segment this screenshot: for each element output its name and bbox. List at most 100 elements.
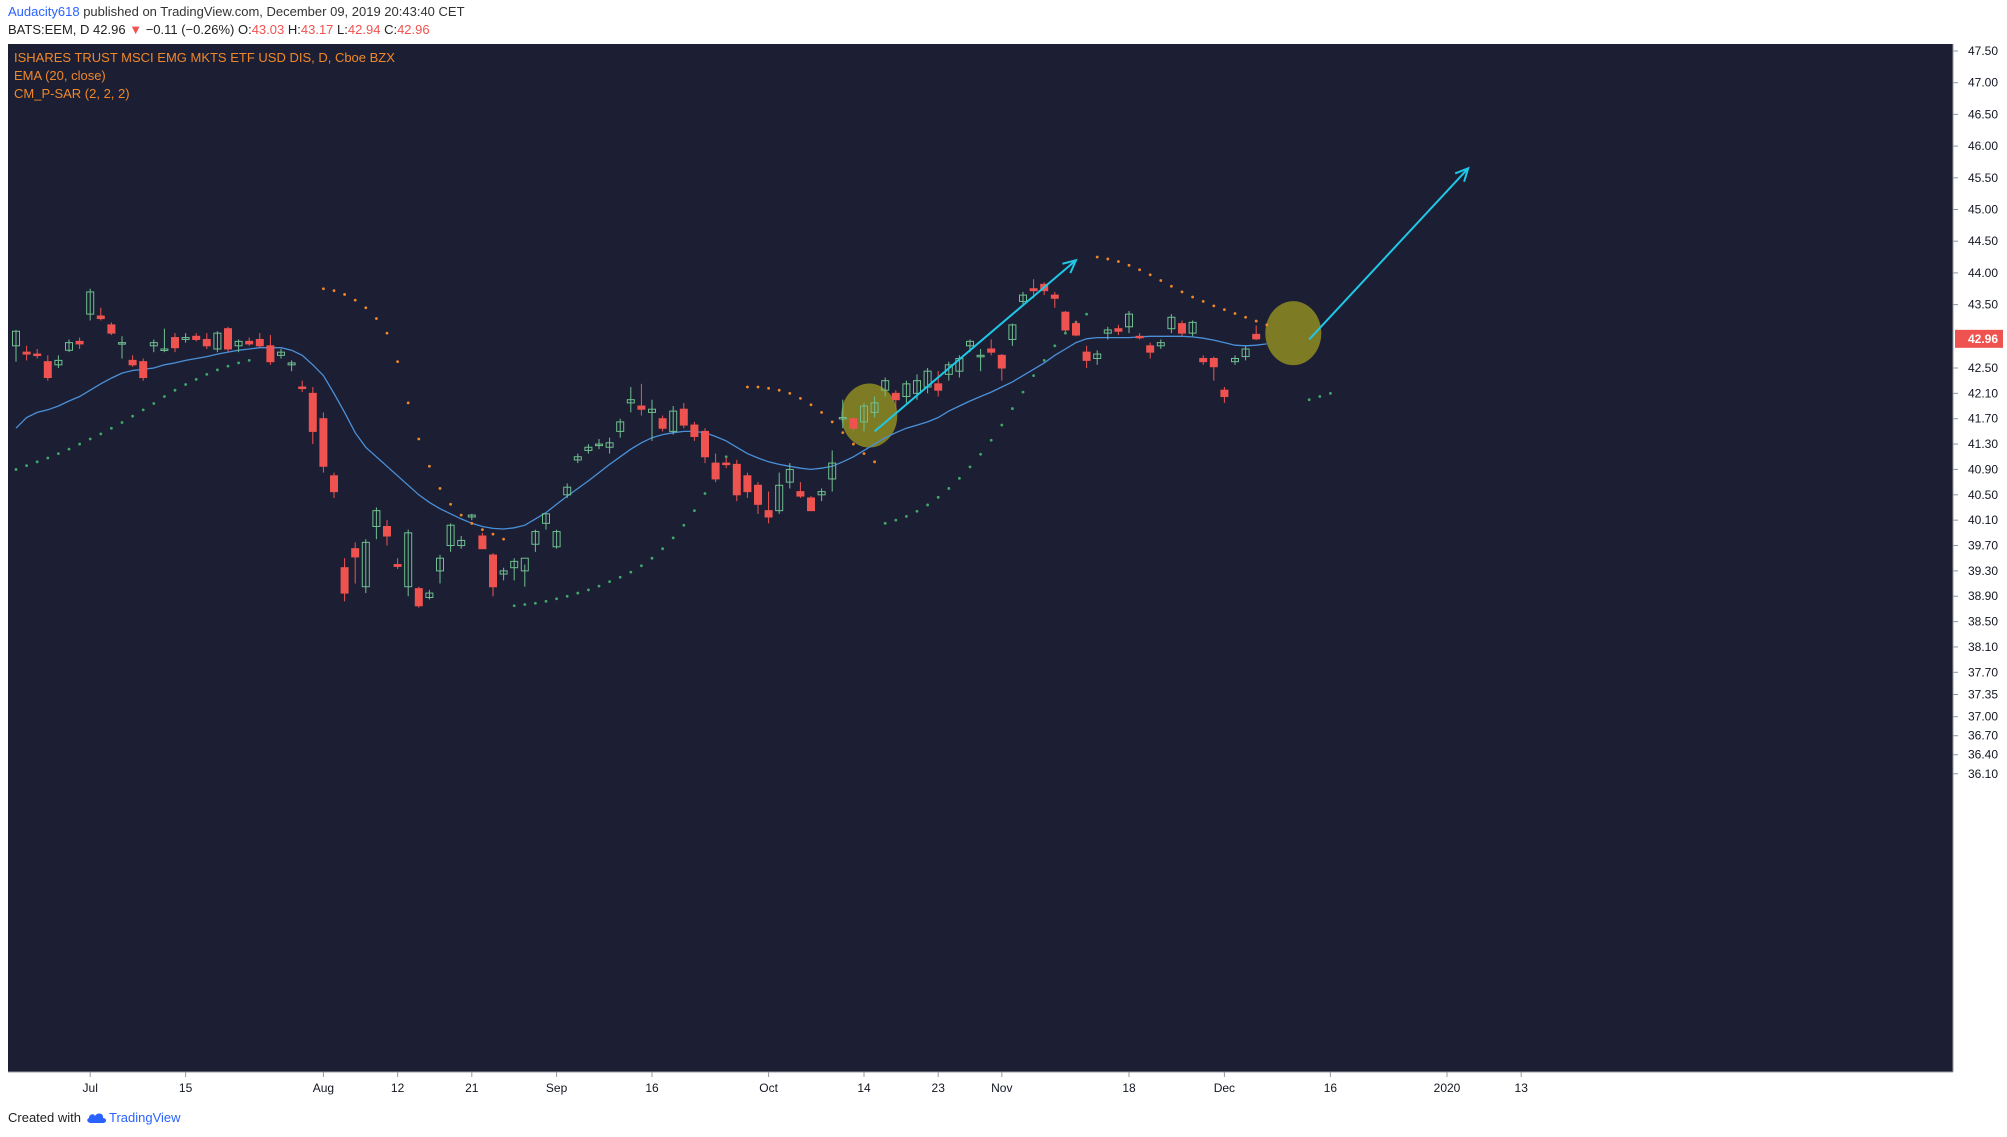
candle (192, 333, 201, 342)
candle-body (160, 348, 169, 351)
sar-dot (756, 385, 760, 389)
candle-body (489, 554, 497, 588)
candle-body (701, 430, 709, 458)
trend-arrow-line (1308, 167, 1469, 341)
candle (446, 523, 455, 552)
trend-arrow-head (1062, 258, 1078, 274)
candle-body (1178, 323, 1186, 334)
candle (33, 348, 42, 359)
sar-dot (35, 460, 39, 464)
sar-dot (438, 487, 442, 490)
candle-body (266, 345, 275, 363)
chart-background (8, 44, 1953, 1072)
candle-body (1231, 357, 1239, 363)
candle (902, 380, 911, 403)
candle (54, 355, 63, 368)
sar-dot (1117, 260, 1120, 263)
sar-dot (78, 442, 81, 446)
sar-dot (1244, 315, 1247, 319)
candle (616, 418, 625, 438)
candle (881, 377, 890, 397)
x-tick-label: 14 (857, 1081, 871, 1095)
sar-dot (926, 503, 929, 507)
candle-body (277, 351, 285, 356)
x-tick-label: 13 (1515, 1081, 1529, 1095)
tradingview-link[interactable]: TradingView (108, 1110, 181, 1125)
candle (658, 415, 667, 432)
candle-body (425, 592, 434, 599)
candle (393, 558, 402, 569)
candle-body (118, 342, 126, 345)
sar-dot (841, 431, 845, 435)
y-tick-label: 47.50 (1968, 44, 1998, 58)
candle (1241, 345, 1250, 361)
price-change: −0.11 (−0.26%) (145, 22, 235, 37)
sar-dot (650, 556, 654, 560)
legend-ema: EMA (20, close) (14, 68, 106, 83)
candle-body (202, 338, 211, 347)
candle (648, 399, 656, 441)
candle (563, 483, 572, 498)
price-axis-background[interactable] (1953, 44, 2003, 1072)
candle-body (308, 392, 317, 432)
candle-body (1241, 348, 1250, 358)
candle-body (298, 386, 307, 390)
candle-body (711, 462, 720, 480)
y-tick-label: 41.70 (1968, 412, 1998, 426)
sar-dot (1095, 255, 1099, 259)
candle-body (436, 557, 444, 572)
sar-dot (936, 495, 940, 499)
candle-body (213, 332, 222, 350)
candle (754, 482, 762, 514)
author-link[interactable]: Audacity618 (8, 4, 80, 19)
candle-body (1135, 335, 1144, 339)
candle-body (361, 541, 370, 588)
y-tick-label: 41.30 (1968, 437, 1998, 451)
x-tick-label: 15 (179, 1081, 193, 1095)
candle (1188, 320, 1197, 337)
candle (743, 472, 752, 498)
sar-dot (1329, 391, 1332, 395)
tradingview-brand[interactable]: TradingView (85, 1110, 181, 1125)
sar-dot (110, 426, 113, 430)
x-tick-label: Nov (991, 1081, 1012, 1095)
y-tick-label: 45.00 (1968, 203, 1998, 217)
y-tick-label: 40.90 (1968, 462, 1998, 476)
candle (891, 390, 900, 410)
sar-dot (1201, 300, 1205, 303)
candle (1209, 356, 1218, 381)
candle (1072, 320, 1080, 337)
candle-body (43, 361, 52, 379)
candle (944, 361, 953, 381)
candle-body (1156, 342, 1165, 347)
sar-dot (1148, 273, 1152, 277)
published-text: published on TradingView.com, December 0… (83, 4, 465, 19)
sar-dot (1223, 308, 1226, 312)
y-tick-label: 40.50 (1968, 488, 1998, 502)
candle (1008, 323, 1017, 346)
y-tick-label: 45.50 (1968, 171, 1998, 185)
candle (234, 339, 243, 353)
candle (96, 307, 105, 321)
candle (690, 421, 699, 441)
sar-dot (1000, 423, 1004, 427)
candle (1093, 350, 1102, 365)
last-price-tag (1955, 329, 2003, 348)
created-with-text: Created with (8, 1110, 81, 1125)
candle (775, 472, 784, 514)
sar-dot (1085, 312, 1088, 316)
candle (573, 453, 582, 464)
open-label: O: (237, 22, 252, 37)
candle (584, 444, 593, 454)
y-tick-label: 38.50 (1968, 615, 1998, 629)
x-tick-label: Sep (546, 1081, 568, 1095)
candle (1199, 355, 1208, 365)
sar-dot (194, 378, 198, 381)
candle (457, 536, 466, 549)
candle (976, 348, 985, 372)
y-tick-label: 36.70 (1968, 729, 1998, 743)
candle-body (510, 560, 519, 569)
candle-body (22, 351, 31, 355)
candle (701, 428, 709, 464)
